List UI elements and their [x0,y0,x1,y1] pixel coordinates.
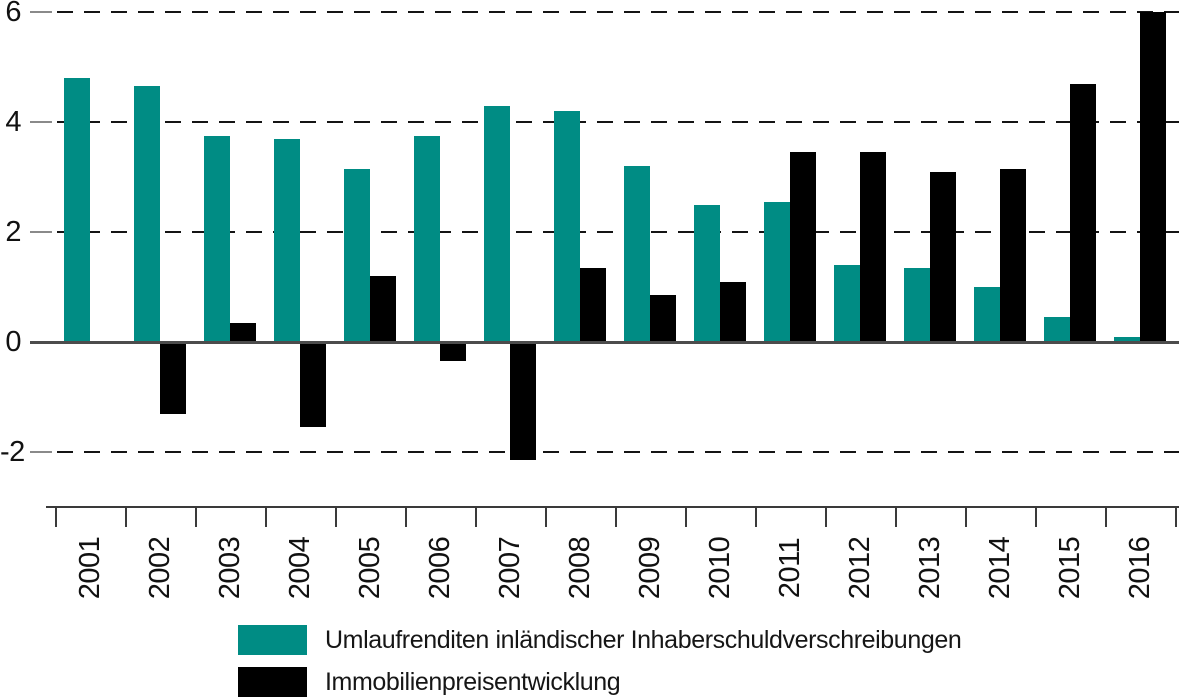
bar-immobilienpreise-2007 [510,342,536,461]
bar-umlaufrenditen-2008 [554,111,580,342]
bar-umlaufrenditen-2010 [694,204,720,342]
bar-immobilienpreise-2003 [230,322,256,342]
bar-immobilienpreise-2008 [580,267,606,342]
bar-umlaufrenditen-2012 [834,265,860,342]
x-axis-tick [755,506,757,527]
x-axis-tick [405,506,407,527]
bar-immobilienpreise-2012 [860,152,886,342]
x-axis-tick [965,506,967,527]
bar-immobilienpreise-2009 [650,295,676,342]
y-tick [30,451,52,453]
x-axis-tick [1035,506,1037,527]
x-axis-label-2011: 2011 [774,537,806,599]
x-axis-tick [825,506,827,527]
gridline-dashes [57,11,1179,13]
x-axis-label-2013: 2013 [914,536,946,600]
legend: Umlaufrenditen inländischer Inhaberschul… [238,625,962,697]
y-axis-label: 0 [5,326,21,358]
gridline-4 [30,121,1179,123]
x-axis-tick [125,506,127,527]
gridline-6 [30,11,1179,13]
legend-item-immobilienpreise: Immobilienpreisentwicklung [238,667,961,697]
bar-umlaufrenditen-2004 [274,138,300,342]
x-axis-label-2003: 2003 [214,536,246,600]
bar-umlaufrenditen-2007 [484,105,510,342]
x-axis-label-2007: 2007 [494,536,526,600]
legend-swatch-black [238,667,307,697]
bar-umlaufrenditen-2011 [764,201,790,342]
gridline-dashes [57,121,1179,123]
gridline-dashes [57,451,1179,453]
gridline-2 [30,231,1179,233]
legend-item-umlaufrenditen: Umlaufrenditen inländischer Inhaberschul… [238,625,962,655]
bar-umlaufrenditen-2014 [974,287,1000,342]
x-axis-label-2008: 2008 [564,536,596,600]
bar-umlaufrenditen-2003 [204,135,230,342]
legend-label: Umlaufrenditen inländischer Inhaberschul… [325,625,962,654]
x-axis-tick [1175,506,1177,527]
x-axis-label-2006: 2006 [424,536,456,600]
gridline-dashes [57,231,1179,233]
bar-immobilienpreise-2010 [720,281,746,342]
x-axis-label-2014: 2014 [984,536,1016,600]
y-axis-label: -2 [0,436,25,468]
x-axis-label-2001: 2001 [74,536,106,600]
y-tick [30,231,52,233]
x-axis-label-2004: 2004 [284,536,316,600]
x-axis-label-2016: 2016 [1124,536,1156,600]
bar-umlaufrenditen-2001 [64,78,90,342]
x-axis-label-2015: 2015 [1054,536,1086,600]
y-axis-label: 2 [5,216,21,248]
x-axis-tick [195,506,197,527]
bar-immobilienpreise-2015 [1070,83,1096,342]
bar-umlaufrenditen-2013 [904,267,930,342]
x-axis-tick [545,506,547,527]
bar-umlaufrenditen-2015 [1044,317,1070,342]
bar-immobilienpreise-2005 [370,276,396,342]
x-axis-tick [475,506,477,527]
bar-umlaufrenditen-2009 [624,166,650,342]
bar-immobilienpreise-2011 [790,152,816,342]
x-axis: 2001 2002 2003 2004 2005 2006 2007 2008 2009 2010… [46,506,1179,600]
bar-immobilienpreise-2002 [160,342,186,414]
y-axis-label: 6 [5,0,21,28]
y-tick [30,11,52,13]
bar-immobilienpreise-2014 [1000,168,1026,342]
x-axis-tick [685,506,687,527]
x-axis-label-2005: 2005 [354,536,386,600]
legend-label: Immobilienpreisentwicklung [325,667,621,696]
legend-swatch-teal [238,625,307,655]
gridline--2 [30,451,1179,453]
x-axis-tick [55,506,57,527]
x-axis-tick [335,506,337,527]
x-axis-tick [895,506,897,527]
x-axis-tick [265,506,267,527]
x-axis-label-2012: 2012 [844,536,876,600]
bar-immobilienpreise-2004 [300,342,326,428]
bar-umlaufrenditen-2005 [344,168,370,342]
x-axis-label-2010: 2010 [704,536,736,600]
y-axis-label: 4 [5,106,21,138]
x-axis-tick [1105,506,1107,527]
bar-immobilienpreise-2006 [440,342,466,362]
x-axis-label-2002: 2002 [144,536,176,600]
zero-gridline [30,341,1179,344]
bar-umlaufrenditen-2006 [414,135,440,342]
bar-immobilienpreise-2016 [1140,12,1166,342]
plot-area: 6 4 2 0 -2 [0,0,1179,468]
x-axis-label-2009: 2009 [634,536,666,600]
bar-immobilienpreise-2013 [930,171,956,342]
y-tick [30,121,52,123]
bar-umlaufrenditen-2016 [1114,336,1140,342]
x-axis-tick [615,506,617,527]
x-axis-line [46,506,1179,508]
bar-umlaufrenditen-2002 [134,86,160,342]
